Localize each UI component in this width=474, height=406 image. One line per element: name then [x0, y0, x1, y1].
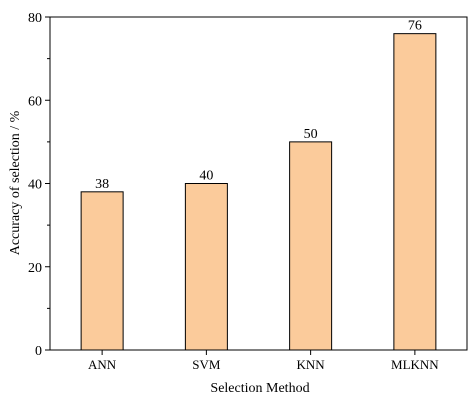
y-tick-label: 80 [28, 11, 42, 26]
bars-group: 38 40 50 76 [80, 19, 437, 351]
y-axis-label: Accuracy of selection / % [8, 110, 23, 255]
x-axis-label: Selection Method [210, 381, 309, 396]
bar-value-label: 50 [304, 127, 318, 142]
y-tick-label: 60 [28, 94, 42, 109]
bar-ann [80, 191, 124, 351]
x-tick-label: MLKNN [391, 357, 439, 372]
x-axis: ANN SVM KNN MLKNN [88, 350, 439, 372]
y-tick-label: 40 [28, 178, 42, 193]
y-tick-label: 20 [28, 261, 42, 276]
bar-value-label: 40 [199, 169, 213, 184]
x-tick-label: SVM [192, 357, 221, 372]
x-tick-label: KNN [297, 357, 326, 372]
bar-value-label: 38 [95, 177, 109, 192]
y-axis: 0 20 40 60 80 [28, 11, 50, 359]
bar-value-label: 76 [408, 19, 422, 34]
bar-mlknn [393, 33, 437, 351]
y-tick-label: 0 [35, 344, 42, 359]
bar-knn [289, 141, 333, 351]
bar-svm [184, 183, 228, 351]
x-tick-label: ANN [88, 357, 117, 372]
